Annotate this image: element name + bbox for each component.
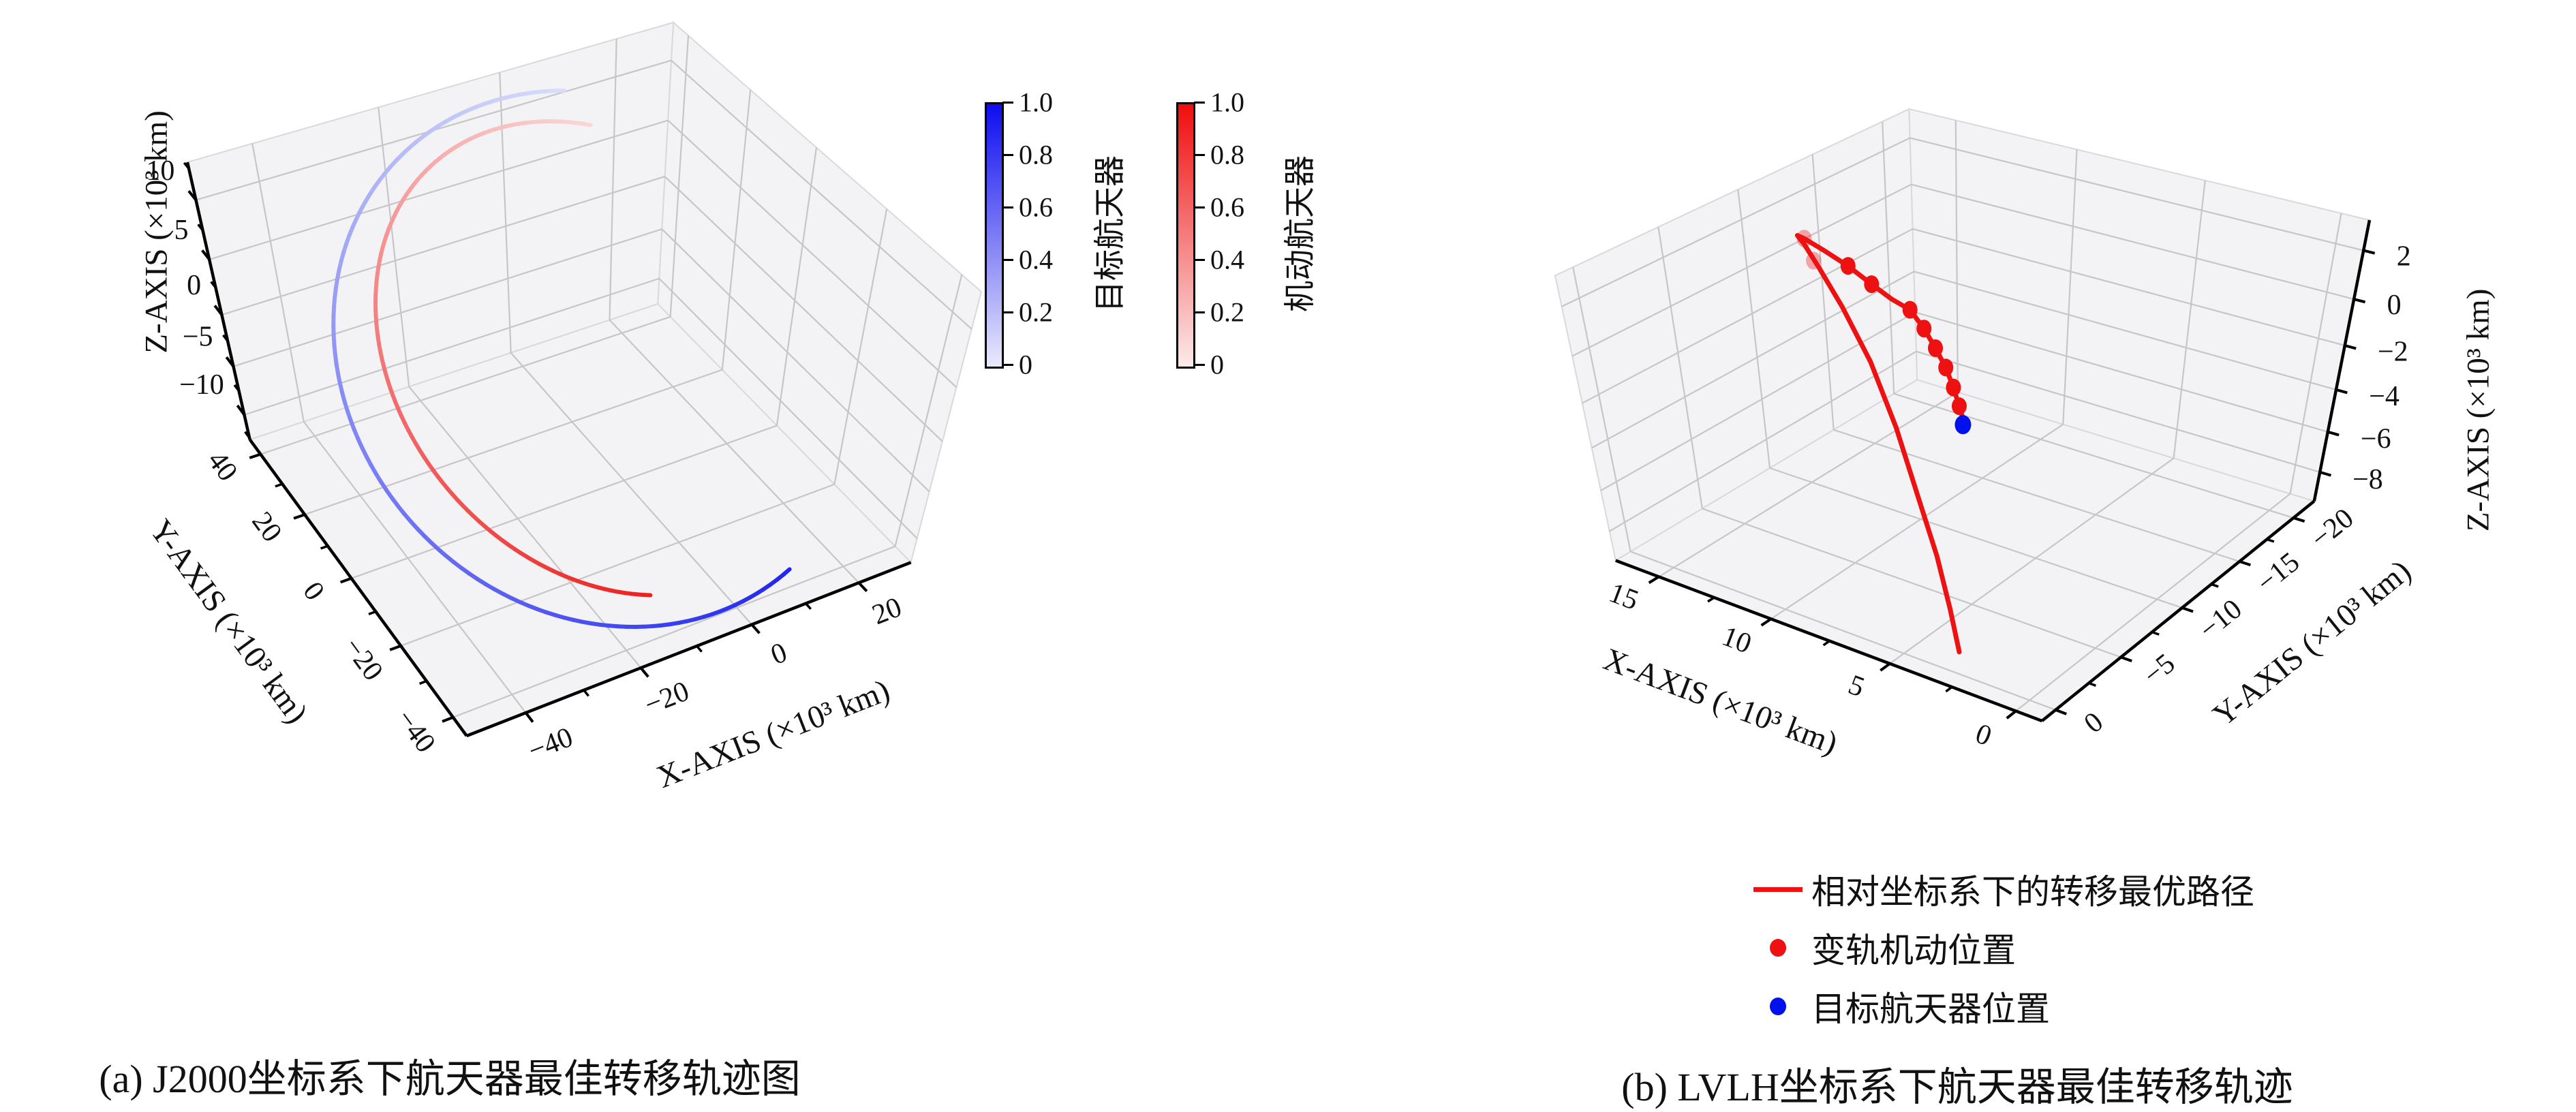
scatter-marker-faded — [1796, 230, 1811, 247]
x-tick-label: 15 — [1605, 577, 1642, 617]
y-tick-label: −20 — [2305, 502, 2359, 555]
legend-item-label: 目标航天器位置 — [1811, 982, 2050, 1031]
scatter-marker — [1903, 301, 1918, 319]
z-tick-mark — [2336, 390, 2347, 393]
colorbar-tick-mark — [1002, 206, 1013, 208]
y-minor-tick-mark — [2211, 584, 2218, 586]
y-minor-tick-mark — [2267, 540, 2273, 542]
colorbar-tick-mark — [1194, 259, 1205, 261]
x-minor-tick-mark — [1708, 598, 1714, 602]
red-line-swatch — [1751, 887, 1805, 892]
legend-item-optimal-path: 相对坐标系下的转移最优路径 — [1751, 860, 2254, 918]
z-tick-label: 0 — [2387, 290, 2402, 321]
legend: 相对坐标系下的转移最优路径 变轨机动位置 目标航天器位置 — [1751, 860, 2254, 1036]
y-tick-mark — [2239, 561, 2250, 565]
x-tick-label: 10 — [1718, 621, 1755, 660]
scatter-marker-faded — [1806, 251, 1821, 269]
scatter-marker — [1841, 257, 1856, 275]
z-tick-label: 2 — [2397, 241, 2411, 272]
z-tick-mark — [2328, 432, 2339, 435]
colorbar-tick-label: 0.2 — [1210, 296, 1244, 328]
x-tick-mark — [1880, 664, 1890, 670]
colorbar-tick-mark — [1194, 311, 1205, 313]
x-axis-label: X-AXIS (×10³ km) — [1599, 641, 1842, 761]
colorbar-label: 目标航天器 — [1085, 155, 1130, 312]
z-tick-label: −2 — [2378, 337, 2408, 368]
colorbar-tick-label: 0.4 — [1019, 244, 1053, 276]
legend-item-maneuver-positions: 变轨机动位置 — [1751, 918, 2254, 977]
y-tick-label: −15 — [2251, 546, 2305, 599]
y-tick-label: −10 — [2194, 593, 2248, 646]
colorbar-tick-mark — [1002, 102, 1013, 104]
colorbar-tick-label: 0.8 — [1019, 139, 1053, 171]
scatter-marker — [1916, 320, 1931, 337]
colorbar-tick-label: 0 — [1210, 349, 1224, 381]
legend-dot-icon — [1770, 939, 1786, 957]
colorbar-tick-mark — [1002, 364, 1013, 366]
z-tick-mark — [2354, 299, 2365, 302]
scatter-marker — [1938, 358, 1953, 376]
caption-subfigure-a: (a) J2000坐标系下航天器最佳转移轨迹图 — [99, 1047, 800, 1104]
colorbar-tick-mark — [1194, 154, 1205, 156]
x-tick-mark — [1649, 576, 1659, 583]
z-tick-label: −4 — [2369, 381, 2399, 412]
legend-item-target-position: 目标航天器位置 — [1751, 977, 2254, 1036]
y-tick-label: 0 — [2079, 706, 2109, 739]
scatter-marker — [1946, 379, 1961, 397]
z-tick-mark — [2320, 472, 2331, 476]
scatter-marker — [1952, 397, 1967, 415]
scatter-marker — [1954, 415, 1971, 434]
blue-dot-swatch — [1751, 998, 1805, 1015]
colorbar-tick-mark — [1002, 154, 1013, 156]
colorbar-tick-label: 0.4 — [1210, 244, 1244, 276]
x-tick-label: 5 — [1844, 669, 1869, 703]
colorbar-tick-mark — [1194, 102, 1205, 104]
scatter-marker — [1864, 275, 1879, 293]
colorbar-tick-label: 0.6 — [1210, 191, 1244, 223]
y-tick-mark — [2182, 608, 2193, 611]
y-tick-mark — [2121, 657, 2132, 661]
y-minor-tick-mark — [2089, 683, 2096, 686]
colorbar-gradient-bar — [1176, 102, 1195, 369]
z-tick-mark — [2363, 251, 2374, 253]
colorbar-tick-label: 0.8 — [1210, 139, 1244, 171]
colorbar-tick-mark — [1002, 259, 1013, 261]
z-tick-label: −6 — [2361, 423, 2391, 454]
z-axis-label: Z-AXIS (×10³ km) — [2460, 289, 2496, 532]
legend-item-label: 相对坐标系下的转移最优路径 — [1811, 865, 2254, 914]
z-tick-mark — [2345, 345, 2356, 348]
colorbar-tick-label: 0.6 — [1019, 191, 1053, 223]
y-minor-tick-mark — [2152, 632, 2159, 635]
y-tick-mark — [2293, 518, 2304, 521]
colorbar-tick-label: 1.0 — [1019, 87, 1053, 119]
caption-subfigure-b: (b) LVLH坐标系下航天器最佳转移轨迹 — [1621, 1055, 2293, 1112]
legend-line-icon — [1753, 887, 1803, 892]
colorbar-tick-mark — [1194, 364, 1205, 366]
colorbar-tick-mark — [1002, 311, 1013, 313]
scatter-marker — [1928, 339, 1943, 357]
colorbar-label: 机动航天器 — [1275, 155, 1320, 312]
x-minor-tick-mark — [1824, 641, 1830, 645]
y-tick-label: −5 — [2138, 648, 2181, 692]
colorbar-tick-label: 0.2 — [1019, 296, 1053, 328]
x-tick-label: 0 — [1972, 718, 1996, 752]
colorbar-gradient-bar — [985, 102, 1004, 369]
red-dot-swatch — [1751, 939, 1805, 957]
y-axis-label: Y-AXIS (×10³ km) — [2207, 553, 2418, 733]
colorbar-tick-label: 0 — [1019, 349, 1032, 381]
colorbar-tick-mark — [1194, 206, 1205, 208]
legend-dot-icon — [1770, 998, 1786, 1015]
y-tick-mark — [2055, 710, 2066, 714]
z-tick-label: −8 — [2352, 464, 2383, 495]
x-tick-mark — [1762, 619, 1771, 625]
x-minor-tick-mark — [1946, 687, 1952, 692]
legend-item-label: 变轨机动位置 — [1811, 923, 2016, 972]
colorbar-tick-label: 1.0 — [1210, 87, 1244, 119]
x-tick-mark — [2007, 711, 2016, 719]
